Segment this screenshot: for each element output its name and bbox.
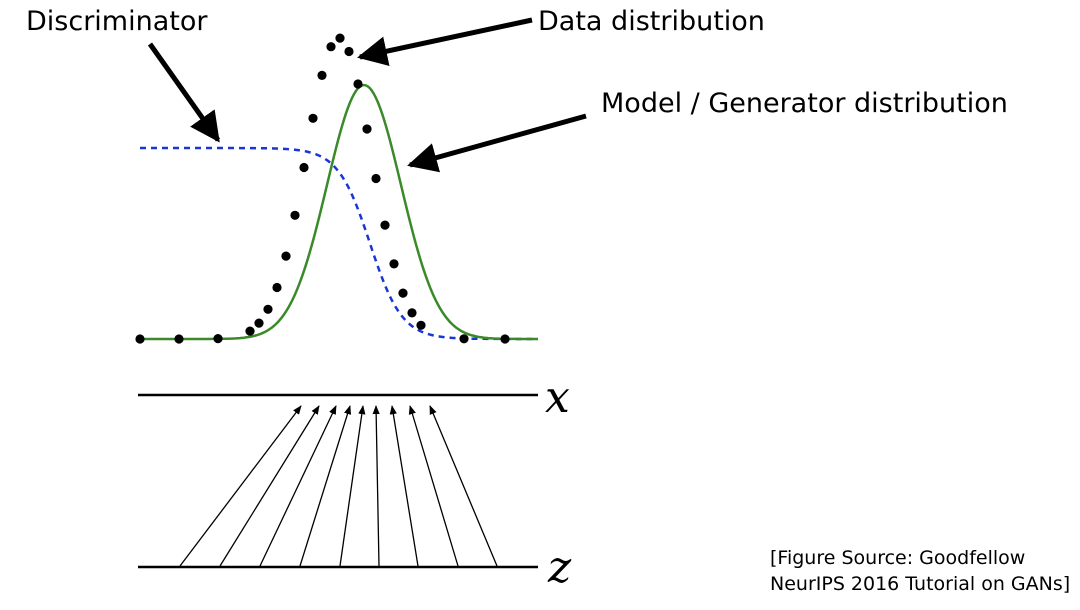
discriminator-pointer-arrow	[147, 42, 221, 143]
data-distribution-dot	[362, 124, 372, 134]
data-distribution-dot	[344, 46, 354, 57]
mapping-arrow	[179, 405, 302, 567]
data-distribution-dot	[416, 320, 426, 330]
mapping-arrow	[219, 405, 320, 567]
mapping-arrow	[408, 405, 459, 567]
discriminator-label: Discriminator	[26, 6, 208, 37]
z-axis-label: z	[548, 542, 572, 593]
mapping-arrow	[389, 405, 419, 567]
figure-source-caption: [Figure Source: Goodfellow NeurIPS 2016 …	[770, 545, 1070, 597]
mapping-arrow	[259, 405, 337, 567]
data-distribution-pointer-arrow	[357, 17, 533, 66]
discriminator-curve	[140, 146, 538, 341]
data-distribution-dot	[407, 308, 417, 318]
model-distribution-pointer-arrow	[407, 113, 587, 173]
data-distribution-dot	[272, 282, 282, 293]
data-distribution-dot	[335, 33, 345, 43]
data-distribution-dot	[290, 210, 300, 220]
data-distribution-dot	[308, 113, 318, 123]
model-distribution-curve	[138, 83, 538, 341]
figure-source-line-1: [Figure Source: Goodfellow	[770, 547, 1026, 569]
data-distribution-dot	[299, 162, 309, 173]
z-to-x-mapping-arrows	[179, 405, 498, 567]
mapping-arrow	[299, 405, 352, 567]
data-distribution-dots	[135, 33, 510, 344]
data-distribution-dot	[254, 318, 264, 328]
data-distribution-dot	[135, 334, 145, 344]
data-distribution-dot	[245, 326, 255, 336]
data-distribution-label: Data distribution	[538, 6, 765, 37]
data-distribution-dot	[500, 334, 510, 344]
data-distribution-dot	[398, 288, 408, 298]
data-distribution-dot	[380, 220, 390, 230]
data-distribution-dot	[281, 251, 291, 261]
mapping-arrow	[372, 405, 380, 567]
data-distribution-dot	[459, 334, 469, 344]
figure-source-line-2: NeurIPS 2016 Tutorial on GANs]	[770, 573, 1071, 595]
data-distribution-dot	[317, 70, 327, 80]
mapping-arrow	[429, 405, 498, 567]
data-distribution-dot	[174, 334, 184, 344]
data-distribution-dot	[263, 304, 273, 314]
data-distribution-dot	[353, 79, 363, 89]
model-distribution-label: Model / Generator distribution	[601, 88, 1008, 119]
data-distribution-dot	[389, 259, 399, 269]
data-distribution-dot	[371, 173, 381, 184]
data-distribution-dot	[213, 334, 223, 344]
mapping-arrow	[339, 405, 366, 567]
data-distribution-dot	[326, 42, 336, 52]
x-axis-label: x	[545, 372, 570, 423]
